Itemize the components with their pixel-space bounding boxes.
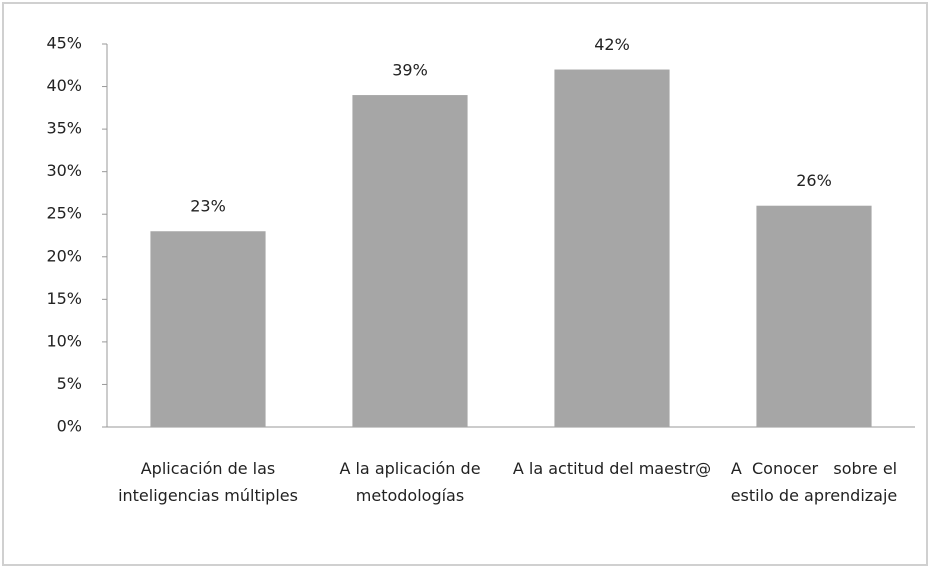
x-tick-label: Aplicación de las inteligencias múltiple… [118,459,298,505]
x-tick-label: A Conocer sobre el estilo de aprendizaje [730,459,903,505]
y-tick-label: 10% [46,331,82,350]
y-tick-label: 40% [46,76,82,95]
value-label: 42% [594,35,630,54]
bar [150,231,266,427]
value-label: 26% [796,171,832,190]
y-tick-label: 15% [46,289,82,308]
value-label: 23% [190,197,226,216]
y-tick-label: 30% [46,161,82,180]
x-tick-label: A la actitud del maestr@ [512,459,712,478]
y-tick-label: 35% [46,119,82,138]
x-tick-label: A la aplicación de metodologías [339,459,486,505]
y-tick-label: 25% [46,204,82,223]
y-tick-label: 20% [46,246,82,265]
value-label: 39% [392,61,428,80]
y-tick-label: 45% [46,34,82,53]
bar [756,205,872,427]
y-tick-label: 5% [57,374,82,393]
bar [554,69,670,428]
bar [352,95,468,428]
y-tick-label: 0% [57,417,82,436]
